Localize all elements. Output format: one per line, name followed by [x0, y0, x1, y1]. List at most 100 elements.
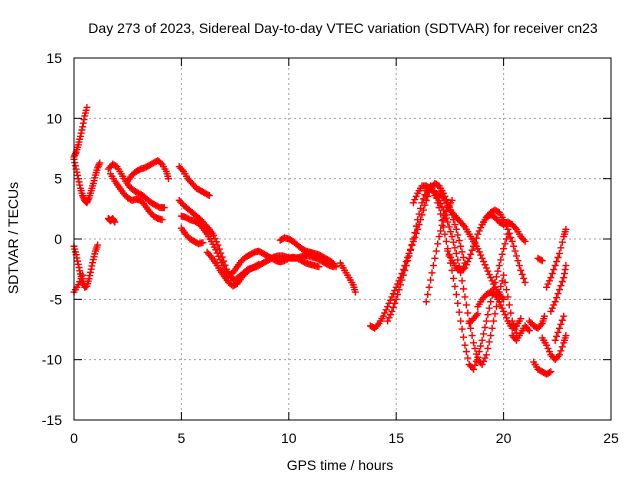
data-point [521, 237, 529, 245]
x-tick-label: 25 [603, 430, 619, 446]
data-point [77, 274, 85, 282]
y-tick-label: 15 [46, 50, 62, 66]
data-point [494, 267, 502, 275]
x-tick-label: 0 [70, 430, 78, 446]
data-point [497, 301, 505, 309]
data-point [215, 245, 223, 253]
data-point [111, 218, 119, 226]
data-point [485, 304, 493, 312]
data-point [545, 277, 553, 285]
data-point [392, 295, 400, 303]
data-point [74, 281, 82, 289]
series-arc-9 [175, 163, 213, 200]
data-point [470, 365, 478, 373]
data-point [385, 314, 393, 322]
data-point [451, 282, 459, 290]
data-point [438, 192, 446, 200]
data-point [525, 327, 533, 335]
data-point [487, 332, 495, 340]
data-point [487, 298, 495, 306]
data-point [543, 341, 551, 349]
data-point [448, 233, 456, 241]
data-point [517, 266, 525, 274]
data-point [560, 270, 568, 278]
data-point [537, 256, 545, 264]
data-point [388, 293, 396, 301]
data-point [554, 290, 562, 298]
data-point [481, 354, 489, 362]
data-point [71, 159, 79, 167]
data-point [472, 350, 480, 358]
data-point [454, 231, 462, 239]
data-point [76, 267, 84, 275]
data-point [492, 273, 500, 281]
data-point [461, 341, 469, 349]
data-point [411, 229, 419, 237]
x-tick-label: 5 [178, 430, 186, 446]
data-point [470, 242, 478, 250]
data-point [139, 200, 147, 208]
data-point [520, 236, 528, 244]
data-point [505, 301, 513, 309]
data-point [547, 368, 555, 376]
data-point [501, 278, 509, 286]
data-point [495, 298, 503, 306]
data-point [500, 245, 508, 253]
series-arc-15 [336, 259, 359, 296]
data-point [447, 254, 455, 262]
data-point [454, 299, 462, 307]
data-point [485, 338, 493, 346]
data-point [498, 294, 506, 302]
data-point [512, 252, 520, 260]
data-point [561, 266, 569, 274]
data-point [481, 261, 489, 269]
data-point [505, 229, 513, 237]
data-point [431, 254, 439, 262]
data-point [76, 181, 84, 189]
data-point [157, 159, 165, 167]
series-arc-8 [124, 157, 173, 185]
data-point [554, 254, 562, 262]
data-point [502, 314, 510, 322]
data-point [404, 257, 412, 265]
data-point [502, 235, 510, 243]
data-point [502, 286, 510, 294]
data-point [550, 266, 558, 274]
data-point [71, 151, 79, 159]
data-point [399, 271, 407, 279]
data-point [438, 221, 446, 229]
data-point [457, 317, 465, 325]
series-arc-5 [104, 214, 119, 226]
data-point [215, 252, 223, 260]
data-point [468, 332, 476, 340]
series-arc-13 [203, 248, 263, 290]
x-tick-label: 10 [281, 430, 297, 446]
series-arc-14 [276, 234, 340, 271]
data-point [391, 286, 399, 294]
data-point [87, 265, 95, 273]
data-point [451, 244, 459, 252]
data-point [488, 277, 496, 285]
data-point [507, 309, 515, 317]
data-point [205, 192, 213, 200]
data-point [562, 225, 570, 233]
data-point [555, 351, 563, 359]
data-point [514, 257, 522, 265]
data-point [517, 315, 525, 323]
series-arc-25 [508, 322, 533, 344]
data-point [464, 258, 472, 266]
data-point [471, 361, 479, 369]
series-arc-4 [70, 271, 87, 296]
data-point [71, 162, 79, 170]
series-arc-12 [177, 224, 207, 248]
data-point [421, 191, 429, 199]
data-point [79, 123, 87, 131]
data-point [160, 204, 168, 212]
data-point [462, 261, 470, 269]
data-point [434, 240, 442, 248]
y-tick-label: -5 [50, 291, 63, 307]
data-point [382, 306, 390, 314]
data-point [86, 268, 94, 276]
series-arc-23 [465, 310, 482, 327]
